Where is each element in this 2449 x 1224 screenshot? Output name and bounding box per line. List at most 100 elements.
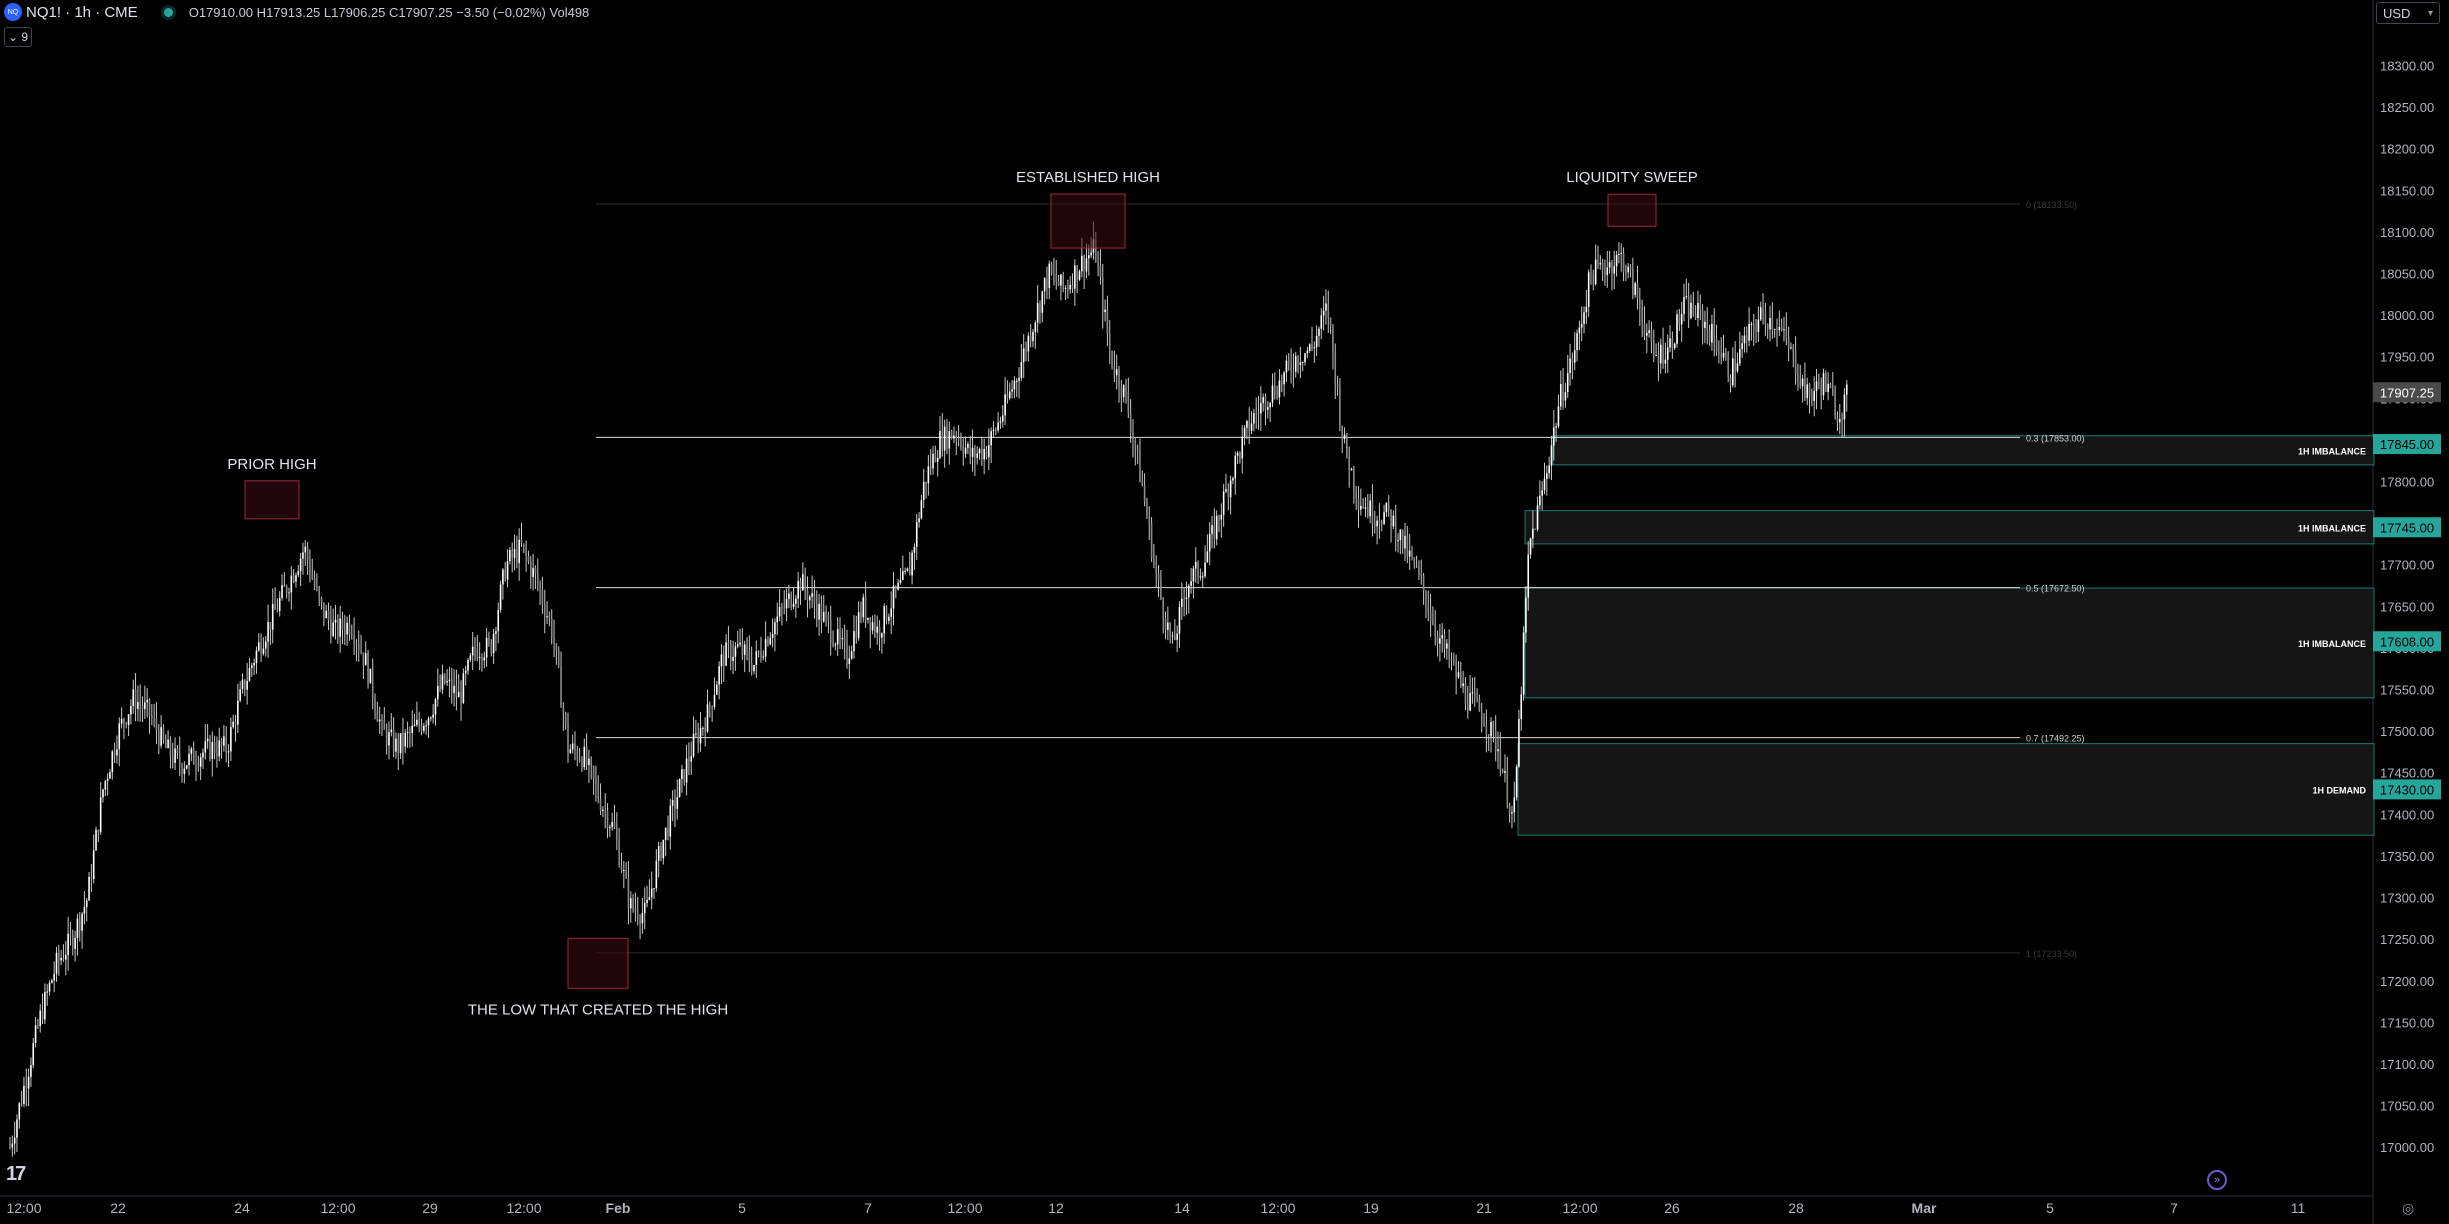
candle-body (1257, 413, 1260, 415)
candle-body (1260, 403, 1262, 414)
candle-body (625, 870, 627, 878)
candle-body (1294, 356, 1297, 372)
tradingview-logo-icon[interactable]: 17 (6, 1163, 26, 1185)
symbol-logo-icon[interactable]: NQ (4, 3, 22, 21)
candle-body (1822, 373, 1825, 396)
annotation-label: LIQUIDITY SWEEP (1566, 169, 1697, 186)
candle-body (792, 603, 795, 607)
candle-body (690, 756, 693, 762)
candle-body (750, 662, 753, 672)
time-tick-label: 24 (234, 1200, 250, 1216)
candle-body (1734, 358, 1736, 372)
candle-body (418, 719, 420, 726)
candle-body (1336, 384, 1339, 388)
candle-body (1522, 632, 1525, 695)
candle-body (492, 633, 495, 654)
candle-body (646, 899, 648, 903)
candle-body (306, 546, 309, 561)
candle-body (383, 719, 386, 730)
candle-body (388, 732, 390, 746)
candle-body (1797, 374, 1799, 382)
candle-body (41, 1010, 44, 1020)
candle-body (1757, 319, 1760, 332)
candle-body (1764, 312, 1767, 325)
annotation-box (1050, 193, 1126, 249)
candle-body (1662, 344, 1664, 364)
zone-label: 1H IMBALANCE (2298, 523, 2366, 533)
candle-body (290, 575, 293, 593)
candle-body (58, 952, 60, 961)
candle-body (1197, 562, 1199, 577)
candle-body (185, 765, 188, 769)
candle-body (664, 827, 667, 840)
candle-body (402, 733, 404, 747)
candle-body (488, 637, 490, 642)
candle-body (1801, 378, 1804, 387)
candle-body (1108, 334, 1111, 351)
currency-select[interactable]: USD ▾ (2376, 2, 2440, 24)
candle-body (978, 449, 981, 454)
candle-body (1313, 347, 1316, 349)
candle-body (1369, 500, 1371, 517)
candle-body (648, 897, 651, 900)
chart-settings-icon[interactable]: ◎ (2402, 1200, 2415, 1216)
time-tick-label: 12:00 (320, 1200, 355, 1216)
change-value: −3.50 (−0.02%) (456, 4, 546, 20)
candle-body (1606, 267, 1609, 275)
candle-body (802, 574, 804, 591)
candle-body (199, 757, 202, 767)
candle-body (1099, 265, 1102, 278)
candle-body (943, 426, 946, 451)
low-label: L (323, 4, 332, 20)
time-tick-label: 21 (1476, 1200, 1492, 1216)
symbol-title[interactable]: NQ1! · 1h · CME (26, 3, 138, 21)
candle-body (1301, 362, 1304, 364)
candle-body (1341, 425, 1344, 440)
candle-body (1015, 380, 1018, 382)
candle-body (1332, 326, 1334, 353)
symbol-header: NQ NQ1! · 1h · CME O17910.00 H17913.25 L… (0, 0, 589, 24)
scroll-to-realtime-icon[interactable]: » (2207, 1170, 2227, 1190)
candle-body (369, 668, 372, 684)
candle-body (34, 1025, 37, 1044)
candle-body (1485, 726, 1488, 735)
candle-body (681, 769, 683, 779)
candle-body (158, 730, 160, 746)
candle-body (874, 622, 876, 633)
candle-body (955, 435, 958, 439)
candle-body (1304, 353, 1306, 363)
candle-body (739, 642, 741, 645)
candle-body (913, 546, 916, 553)
candle-body (225, 736, 228, 752)
time-tick-label: 29 (422, 1200, 438, 1216)
candle-body (1190, 581, 1192, 586)
zone-price-tag-label: 17608.00 (2380, 634, 2434, 649)
time-tick-label: 7 (2170, 1200, 2178, 1216)
price-tick-label: 18250.00 (2380, 100, 2434, 115)
candle-body (748, 650, 751, 663)
candle-body (295, 575, 297, 582)
time-tick-label: 7 (864, 1200, 872, 1216)
candle-body (1076, 265, 1078, 280)
candle-body (1239, 452, 1241, 459)
candle-body (1318, 328, 1320, 336)
candle-body (134, 689, 137, 709)
indicators-collapse-button[interactable]: ⌄ 9 (4, 27, 32, 47)
candle-body (1497, 749, 1499, 752)
candle-body (1171, 635, 1174, 637)
candle-body (1745, 335, 1748, 341)
candle-body (1720, 353, 1722, 358)
candle-body (234, 721, 237, 725)
candle-body (76, 918, 79, 938)
candle-body (1845, 384, 1848, 395)
candle-body (350, 633, 353, 636)
candle-body (720, 654, 723, 667)
candle-body (1832, 388, 1834, 395)
candle-body (1466, 703, 1469, 711)
candle-body (471, 646, 474, 656)
candle-body (1001, 415, 1004, 422)
candle-body (857, 612, 860, 639)
candle-body (1136, 448, 1139, 450)
candle-body (1569, 358, 1571, 374)
